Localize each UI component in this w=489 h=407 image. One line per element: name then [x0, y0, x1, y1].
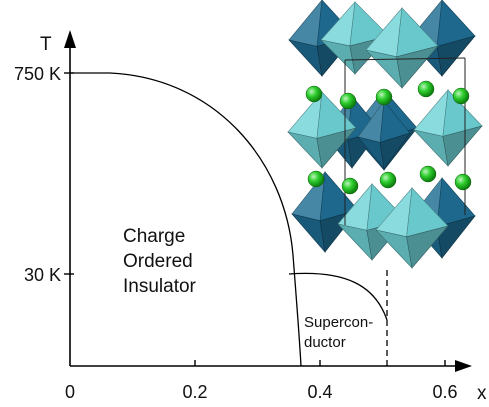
- unit-cell-edge: [344, 57, 466, 61]
- y-axis-arrow: [64, 30, 76, 48]
- region-label-supercon: Supercon-: [304, 314, 373, 331]
- x-tick-label-0.2: 0.2: [182, 382, 207, 402]
- atom-sphere: [341, 177, 359, 195]
- atom-sphere: [419, 165, 437, 183]
- y-axis-title: T: [40, 34, 52, 55]
- octahedron-light-face: [406, 225, 449, 269]
- octahedron-dark-face: [288, 0, 323, 47]
- octahedron-light-face: [316, 127, 357, 169]
- x-tick-label-0: 0: [65, 382, 75, 402]
- x-tick-label-0.4: 0.4: [307, 382, 332, 402]
- atom-sphere: [339, 92, 357, 110]
- atom-sphere: [305, 85, 323, 103]
- atom-sphere: [454, 173, 472, 191]
- region-label-ordered: Ordered: [123, 251, 193, 272]
- region-label-insulator: Insulator: [123, 276, 197, 297]
- perovskite-crystal-illustration: [287, 0, 483, 269]
- charge-order-boundary: [70, 72, 302, 367]
- octahedron-light-face: [396, 45, 439, 89]
- x-axis-arrow: [455, 360, 472, 372]
- y-tick-label-30K: 30 K: [24, 265, 61, 285]
- octahedron-dark-face: [379, 132, 411, 170]
- y-tick-label-750K: 750 K: [14, 64, 61, 84]
- octahedron-dark-face: [436, 35, 476, 77]
- region-label-ductor: ductor: [304, 334, 346, 351]
- octahedron-light-face: [413, 89, 449, 137]
- atom-sphere: [307, 170, 325, 188]
- atom-sphere: [452, 87, 470, 105]
- superconducting-dome: [288, 272, 388, 321]
- atom-sphere: [417, 80, 435, 98]
- atom-sphere: [379, 171, 397, 189]
- atom-sphere: [375, 88, 393, 106]
- x-tick-label-0.6: 0.6: [432, 382, 457, 402]
- region-label-charge: Charge: [123, 226, 185, 247]
- x-axis-title: x: [477, 383, 487, 404]
